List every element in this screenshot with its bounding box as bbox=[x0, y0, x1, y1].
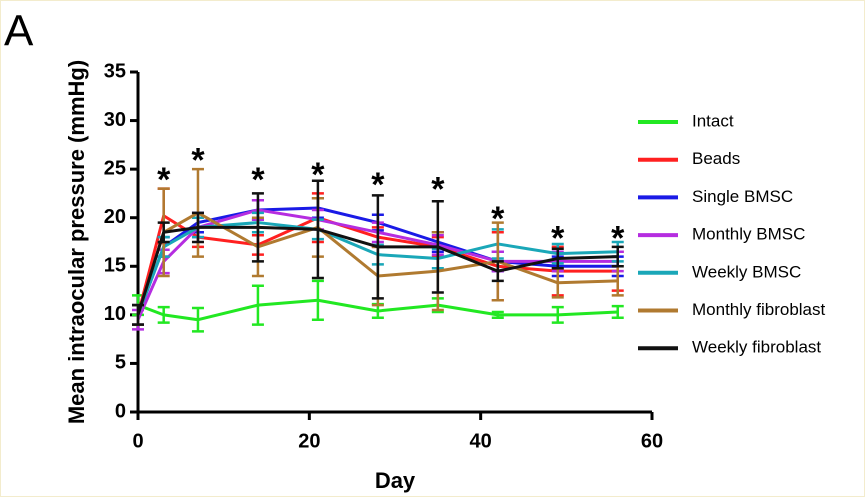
significance-mark: * bbox=[611, 219, 625, 257]
x-axis-label: Day bbox=[375, 468, 416, 493]
legend-label: Beads bbox=[692, 149, 740, 168]
significance-mark: * bbox=[491, 200, 505, 238]
legend-label: Weekly BMSC bbox=[692, 262, 801, 281]
y-tick-label: 10 bbox=[104, 303, 126, 325]
y-tick-label: 20 bbox=[104, 206, 126, 228]
significance-mark: * bbox=[551, 219, 565, 257]
significance-mark: * bbox=[371, 166, 385, 204]
significance-mark: * bbox=[251, 161, 265, 199]
series-line bbox=[136, 225, 618, 316]
y-tick-label: 15 bbox=[104, 255, 126, 277]
series-line bbox=[137, 298, 618, 322]
legend-label: Weekly fibroblast bbox=[692, 338, 821, 357]
series-line bbox=[136, 221, 618, 316]
significance-mark: * bbox=[157, 161, 171, 199]
y-tick-label: 25 bbox=[104, 157, 126, 179]
y-axis-label: Mean intraocular pressure (mmHg) bbox=[64, 60, 89, 424]
legend-label: Monthly fibroblast bbox=[692, 300, 826, 319]
x-tick-label: 0 bbox=[132, 430, 143, 452]
x-tick-label: 40 bbox=[470, 430, 492, 452]
panel-label: A bbox=[4, 7, 34, 56]
y-tick-label: 35 bbox=[104, 60, 126, 82]
series-line bbox=[136, 211, 618, 316]
legend-label: Monthly BMSC bbox=[692, 225, 805, 244]
y-tick-label: 30 bbox=[104, 109, 126, 131]
legend-label: Intact bbox=[692, 111, 734, 130]
series-line bbox=[136, 208, 618, 321]
x-tick-label: 20 bbox=[298, 430, 320, 452]
x-tick-label: 60 bbox=[641, 430, 663, 452]
significance-mark: * bbox=[431, 171, 445, 209]
y-tick-label: 0 bbox=[115, 400, 126, 422]
significance-mark: * bbox=[311, 156, 325, 194]
significance-mark: * bbox=[191, 142, 205, 180]
y-tick-label: 5 bbox=[115, 352, 126, 374]
legend-label: Single BMSC bbox=[692, 187, 793, 206]
